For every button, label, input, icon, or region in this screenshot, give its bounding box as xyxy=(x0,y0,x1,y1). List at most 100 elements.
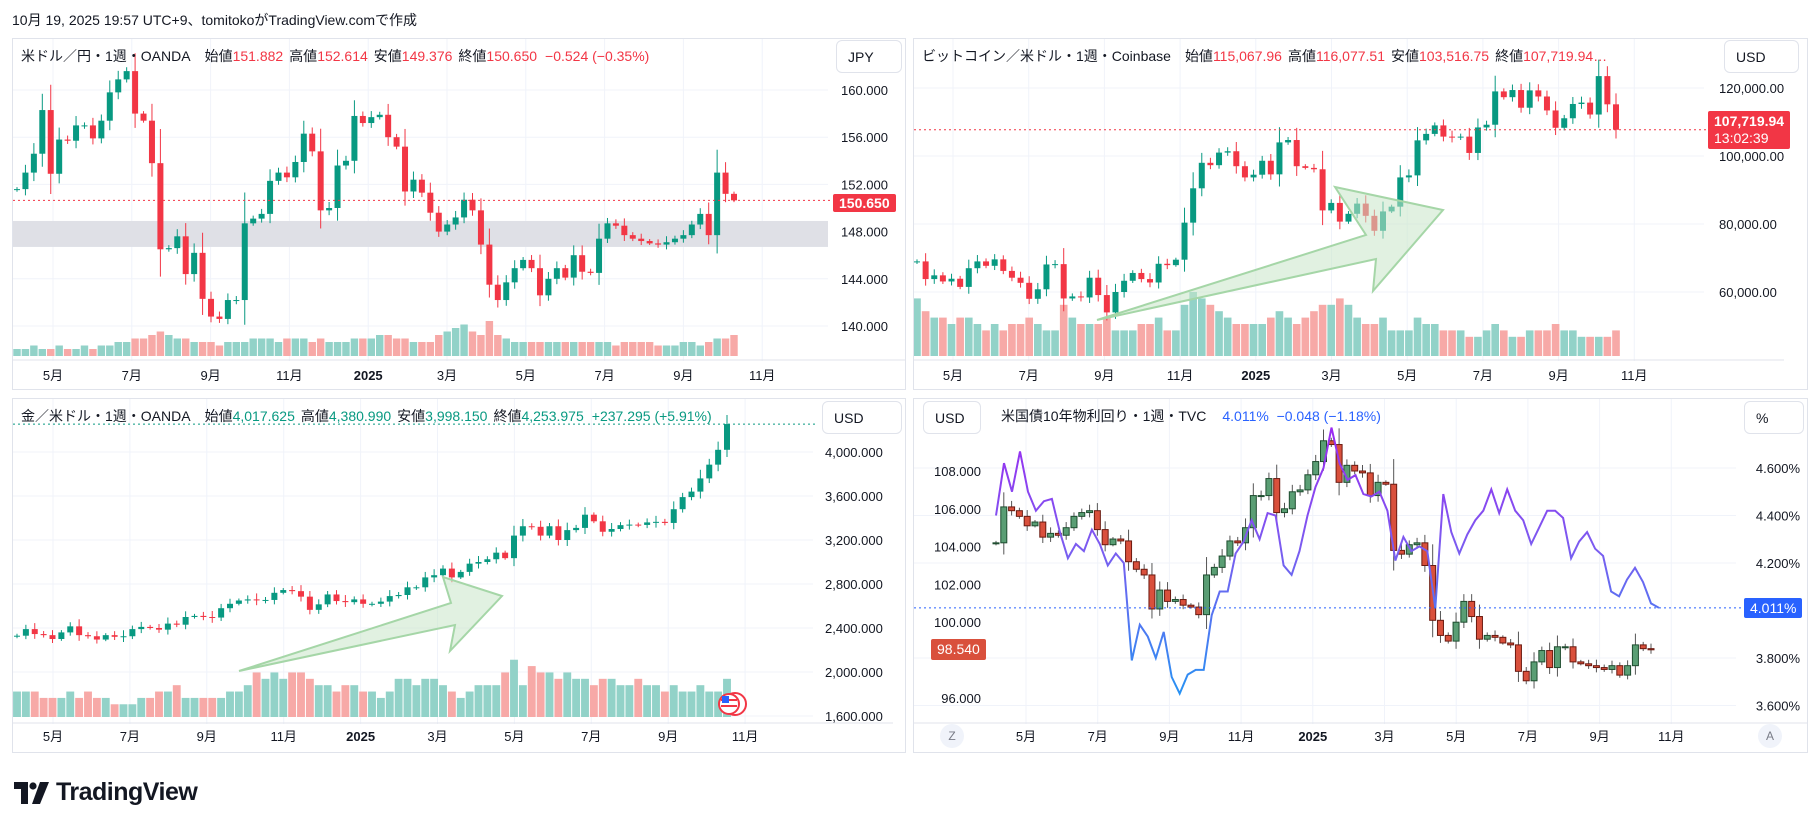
volume-bar xyxy=(485,321,494,356)
time-axis-label: 7月 xyxy=(1518,729,1538,744)
trend-arrow-drawing[interactable] xyxy=(1096,185,1445,321)
volume-bar xyxy=(1146,324,1154,356)
time-axis-label: 7月 xyxy=(581,729,601,744)
volume-bar xyxy=(101,697,110,717)
candle-body xyxy=(31,629,38,635)
candle-body xyxy=(244,599,251,601)
left-currency-button[interactable]: USD xyxy=(923,401,981,434)
candle xyxy=(1203,557,1211,629)
chart-panel-btcusd[interactable]: 120,000.00 100,000.00 80,000.00 60,000.00 5月… xyxy=(913,38,1808,390)
price-axis-label: 144.000 xyxy=(841,272,888,287)
time-axis-label: 11月 xyxy=(276,368,303,383)
candle-body xyxy=(1241,166,1248,178)
currency-button[interactable]: USD xyxy=(822,401,902,434)
candle xyxy=(334,149,341,221)
candle-body xyxy=(528,259,535,269)
candle xyxy=(1604,66,1611,113)
volume-bar xyxy=(1008,324,1016,356)
candle-body xyxy=(939,275,946,282)
volume-bar xyxy=(679,342,688,356)
volume-bar xyxy=(536,342,544,356)
candle-body xyxy=(555,526,562,540)
us10y-chart[interactable]: 108.000 106.000 104.000 102.000 100.000 96.00… xyxy=(914,399,1808,753)
volume-bar xyxy=(990,324,999,356)
candle xyxy=(629,232,636,242)
usdjpy-chart[interactable]: 160.000 156.000 152.000 148.000 144.000 140.0… xyxy=(13,39,906,390)
candle xyxy=(1117,535,1125,545)
chart-panel-us10y[interactable]: 108.000 106.000 104.000 102.000 100.000 96.00… xyxy=(913,398,1808,753)
candle xyxy=(1267,154,1274,180)
volume-bar xyxy=(612,345,620,356)
candle xyxy=(73,116,80,149)
volume-bar xyxy=(1465,336,1474,356)
xauusd-chart[interactable]: 4,000.000 3,600.000 3,200.000 2,800.000 2,40… xyxy=(13,399,906,753)
volume-bar xyxy=(572,678,581,717)
candle-body xyxy=(1156,589,1164,610)
btcusd-chart[interactable]: 120,000.00 100,000.00 80,000.00 60,000.00 5月… xyxy=(914,39,1808,390)
candle xyxy=(1608,660,1616,674)
candle-body xyxy=(334,165,341,208)
candle xyxy=(1172,257,1179,267)
candle-body xyxy=(235,600,242,604)
candle-body xyxy=(1210,566,1218,576)
volume-bar xyxy=(39,697,48,717)
candle-body xyxy=(1535,90,1542,97)
candle xyxy=(1216,148,1223,169)
candle-body xyxy=(1190,188,1197,223)
volume-bar xyxy=(643,685,652,717)
volume-bar xyxy=(97,345,106,356)
candle-body xyxy=(1198,162,1205,189)
candle xyxy=(1345,211,1352,224)
candle xyxy=(315,599,322,614)
candle-body xyxy=(271,592,278,600)
candle-body xyxy=(393,137,400,147)
candle-body xyxy=(315,604,322,610)
candle-body xyxy=(1397,177,1404,207)
candle-body xyxy=(410,179,417,192)
time-axis-label: 3月 xyxy=(427,729,447,744)
candle-body xyxy=(30,153,37,173)
volume-bar xyxy=(297,672,305,717)
volume-bar xyxy=(456,697,465,717)
trend-arrow-drawing[interactable] xyxy=(238,575,504,672)
candle xyxy=(1374,474,1382,502)
candle xyxy=(1148,563,1156,619)
price-axis-label: 140.000 xyxy=(841,319,888,334)
candle xyxy=(1293,127,1300,176)
candle-body xyxy=(157,163,164,250)
right-unit-button[interactable]: % xyxy=(1744,401,1804,434)
candle-body xyxy=(1624,665,1632,676)
auto-scale-button[interactable]: A xyxy=(1758,724,1782,748)
volume-bar xyxy=(1439,330,1448,356)
auto-zoom-button[interactable]: Z xyxy=(940,724,964,748)
volume-bar xyxy=(451,328,460,356)
volume-bar xyxy=(181,338,190,356)
candle-body xyxy=(1187,604,1195,608)
candle-body xyxy=(992,542,1000,545)
currency-button[interactable]: JPY xyxy=(836,40,902,73)
candle-body xyxy=(922,261,929,280)
candle-body xyxy=(965,268,972,287)
candle-body xyxy=(1543,96,1550,111)
candle xyxy=(14,633,20,639)
volume-bar xyxy=(1370,324,1379,356)
candle xyxy=(931,269,938,284)
candle-body xyxy=(671,238,678,243)
candle-body xyxy=(1631,644,1639,667)
chart-panel-usdjpy[interactable]: 160.000 156.000 152.000 148.000 144.000 140.0… xyxy=(12,38,906,390)
close-label: 終値 xyxy=(458,48,487,64)
candle-body xyxy=(22,629,29,636)
volume-bar xyxy=(1172,330,1180,356)
currency-button[interactable]: USD xyxy=(1724,40,1799,73)
candle xyxy=(351,596,358,605)
volume-bar xyxy=(401,338,409,356)
candle xyxy=(1500,88,1507,100)
candle xyxy=(369,601,375,607)
volume-bar xyxy=(930,317,939,356)
candle-body xyxy=(360,599,367,604)
volume-bar xyxy=(1085,324,1094,356)
chart-panel-xauusd[interactable]: 4,000.000 3,600.000 3,200.000 2,800.000 2,40… xyxy=(12,398,906,753)
tradingview-logo[interactable]: TradingView xyxy=(14,778,198,807)
candle-body xyxy=(324,594,331,605)
us-flag-event-icon[interactable] xyxy=(718,692,747,716)
